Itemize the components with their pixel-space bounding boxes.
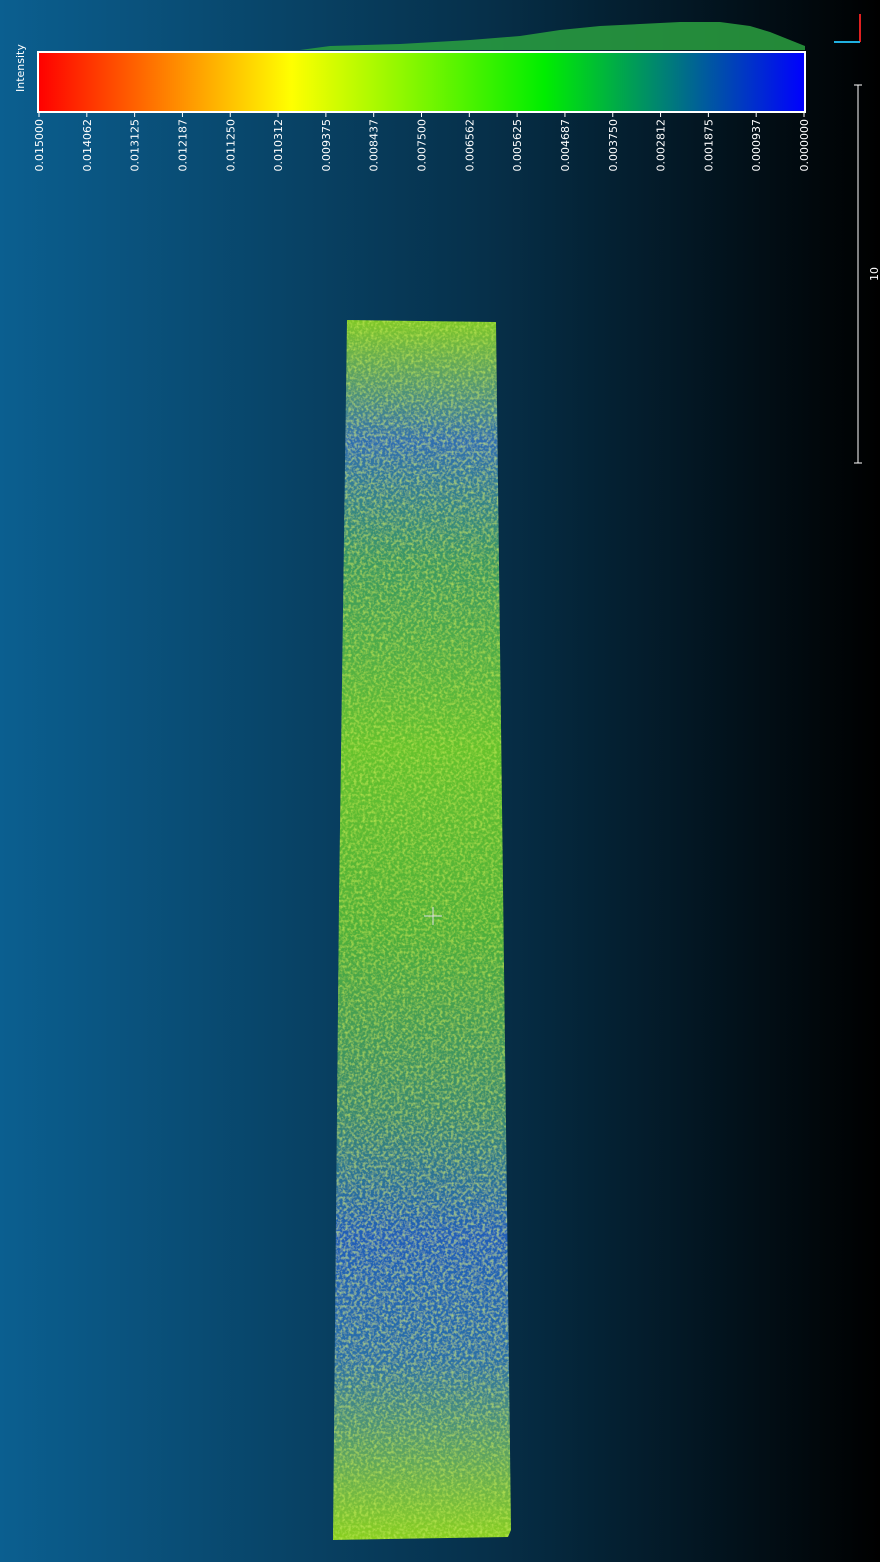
tick-label: 0.015000 <box>33 119 46 172</box>
tick-label: 0.000937 <box>750 119 763 172</box>
tick-label: 0.007500 <box>416 119 429 172</box>
tick-label: 0.001875 <box>702 119 715 172</box>
viewport: Intensity 0.015000 0.014062 0.013125 0.0121… <box>0 0 880 1562</box>
page: Intensity 0.015000 0.014062 0.013125 0.0121… <box>0 0 880 1562</box>
tick-label: 0.008437 <box>368 119 381 172</box>
tick-label: 0.000000 <box>798 119 811 172</box>
scale-bar-label: 10 <box>868 267 880 281</box>
tick-label: 0.014062 <box>81 119 94 172</box>
tick-label: 0.009375 <box>320 119 333 172</box>
tick-label: 0.005625 <box>511 119 524 172</box>
color-scale <box>38 52 805 112</box>
point-cloud <box>333 320 511 1540</box>
tick-label: 0.004687 <box>559 119 572 172</box>
color-scale-title: Intensity <box>14 44 27 92</box>
tick-label: 0.012187 <box>176 119 189 172</box>
tick-label: 0.003750 <box>607 119 620 172</box>
tick-label: 0.002812 <box>655 119 668 172</box>
tick-label: 0.013125 <box>129 119 142 172</box>
tick-label: 0.006562 <box>463 119 476 172</box>
tick-label: 0.011250 <box>224 119 237 172</box>
tick-label: 0.010312 <box>272 119 285 172</box>
